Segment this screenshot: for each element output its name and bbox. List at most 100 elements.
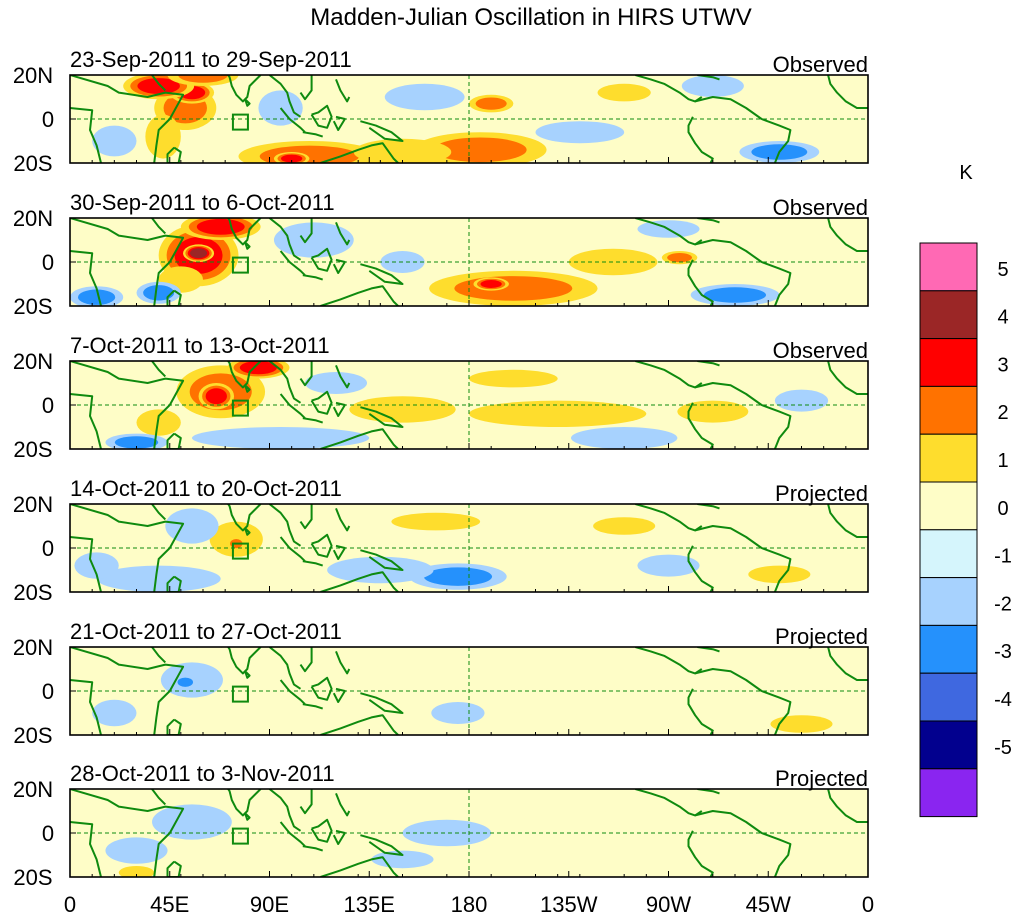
mjo-index-box <box>231 256 249 274</box>
anomaly-contour <box>491 688 625 716</box>
x-tick-label: 0 <box>862 892 874 917</box>
anomaly-contour <box>703 287 767 303</box>
coastline <box>70 361 185 449</box>
coastline <box>320 856 399 877</box>
coastline <box>279 393 306 419</box>
anomaly-contour <box>469 400 647 427</box>
map-panel: 7-Oct-2011 to 13-Oct-2011 Observed 20N 0 20S <box>13 333 869 462</box>
coastline <box>320 714 399 735</box>
anomaly-contour <box>190 248 208 259</box>
panel-status: Observed <box>773 52 868 77</box>
panel-status: Projected <box>775 624 868 649</box>
anomaly-contour <box>475 97 507 110</box>
anomaly-contour <box>239 361 278 375</box>
coastline <box>268 218 302 261</box>
anomaly-contour <box>165 508 219 544</box>
y-tick-label: 20S <box>13 294 52 319</box>
y-tick-label: 20S <box>13 437 52 462</box>
coastline <box>279 107 306 133</box>
anomaly-contour <box>96 565 221 592</box>
coastline <box>360 692 404 714</box>
coastline <box>310 104 333 129</box>
x-tick-label: 135E <box>344 892 395 917</box>
coastline <box>360 263 404 285</box>
x-tick-label: 90E <box>250 892 289 917</box>
colorbar-swatch <box>919 720 978 770</box>
panel-status: Observed <box>773 338 868 363</box>
anomaly-contour <box>145 114 181 159</box>
anomaly-contour <box>690 669 780 691</box>
colorbar-swatch <box>919 624 978 674</box>
map-panel: 28-Oct-2011 to 3-Nov-2011 Projected 20N 0 20… <box>13 761 869 890</box>
coastline <box>694 810 792 877</box>
colorbar-swatch <box>919 768 978 818</box>
anomaly-contour <box>433 137 527 163</box>
anomaly-field <box>70 218 780 306</box>
anomaly-contour <box>593 517 656 535</box>
anomaly-contour <box>191 427 370 449</box>
coastline <box>302 703 324 710</box>
coastline <box>70 250 102 306</box>
coastline <box>299 789 313 815</box>
colorbar-swatch <box>919 433 978 483</box>
y-tick-label: 20S <box>13 151 52 176</box>
anomaly-field <box>92 662 833 733</box>
anomaly-contour <box>74 552 119 579</box>
anomaly-contour <box>92 125 137 157</box>
x-tick-label: 45E <box>150 892 189 917</box>
coastline <box>360 549 404 571</box>
x-axis-tick-labels: 0 45E 90E 135E 180 135W 90W 45W 0 <box>64 892 874 917</box>
coastline <box>244 670 251 679</box>
anomaly-contour <box>105 837 168 864</box>
coastline <box>687 545 714 592</box>
coastline <box>70 218 185 306</box>
y-tick-label: 0 <box>42 536 54 561</box>
coastline <box>299 647 313 673</box>
coastline <box>335 365 351 389</box>
coastline <box>244 527 251 536</box>
anomaly-contour <box>327 556 434 584</box>
coastline <box>151 218 167 235</box>
coastline <box>332 829 346 845</box>
x-tick-label: 180 <box>451 892 488 917</box>
coastline <box>166 575 182 592</box>
anomaly-contour <box>774 389 829 412</box>
colorbar-swatch <box>919 529 978 579</box>
coastline <box>302 131 324 138</box>
y-tick-label: 0 <box>42 393 54 418</box>
y-tick-label: 20S <box>13 580 52 605</box>
coastline <box>299 504 313 530</box>
coastline <box>694 382 792 449</box>
anomaly-contour <box>114 436 159 449</box>
anomaly-contour <box>597 83 651 102</box>
y-tick-label: 20N <box>13 635 53 660</box>
anomaly-contour <box>273 222 354 258</box>
map-panel: 30-Sep-2011 to 6-Oct-2011 Observed 20N 0 20S <box>13 190 869 319</box>
coastline <box>687 116 714 163</box>
anomaly-contour <box>196 218 245 235</box>
coastline <box>310 533 333 558</box>
coastline <box>279 679 306 705</box>
coastlines <box>70 75 868 163</box>
coastline <box>827 218 868 252</box>
y-tick-label: 20N <box>13 63 53 88</box>
colorbar-swatch <box>919 242 978 292</box>
coastline <box>360 406 404 428</box>
panel-period: 14-Oct-2011 to 20-Oct-2011 <box>70 476 342 501</box>
anomaly-field <box>105 361 829 449</box>
mjo-index-box <box>231 685 249 703</box>
coastline <box>302 560 324 567</box>
coastline <box>332 115 346 131</box>
coastline <box>335 222 351 246</box>
anomaly-contour <box>423 567 493 586</box>
panel-period: 28-Oct-2011 to 3-Nov-2011 <box>70 761 335 786</box>
anomaly-contour <box>92 699 137 727</box>
coastline <box>70 75 185 163</box>
coastline <box>166 432 182 449</box>
anomaly-contour <box>748 565 811 584</box>
anomaly-contour <box>637 554 700 577</box>
coastline <box>151 504 167 521</box>
coastline <box>220 218 262 246</box>
coastline <box>220 647 262 675</box>
